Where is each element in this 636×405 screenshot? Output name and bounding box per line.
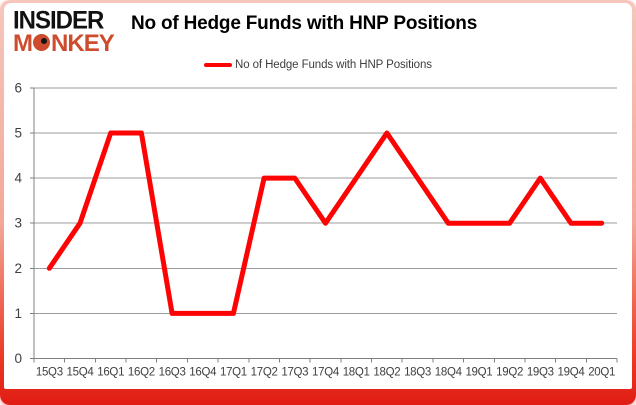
x-tick-label: 19Q4 bbox=[558, 367, 586, 379]
x-tick-label: 16Q3 bbox=[159, 367, 186, 379]
y-tick-label: 2 bbox=[14, 261, 22, 276]
y-gridlines bbox=[34, 87, 617, 359]
x-tick-label: 17Q3 bbox=[281, 367, 308, 379]
legend-line-swatch bbox=[204, 62, 232, 68]
x-tick-label: 19Q3 bbox=[527, 367, 554, 379]
chart-title: No of Hedge Funds with HNP Positions bbox=[131, 13, 478, 34]
x-tick-label: 18Q3 bbox=[404, 367, 431, 379]
x-tick-label: 20Q1 bbox=[588, 367, 615, 379]
x-tick-label: 18Q2 bbox=[373, 367, 400, 379]
x-tick-label: 18Q1 bbox=[343, 367, 370, 379]
insider-monkey-logo: INSIDER M NKEY bbox=[13, 6, 115, 57]
x-tick-label: 15Q4 bbox=[67, 367, 95, 379]
x-tick-labels: 15Q3 15Q4 16Q1 16Q2 16Q3 16Q4 17Q1 17Q2 17Q3 17Q4… bbox=[36, 367, 616, 379]
x-tick-label: 19Q2 bbox=[496, 367, 523, 379]
x-tick-label: 19Q1 bbox=[465, 367, 492, 379]
x-tick-label: 18Q4 bbox=[435, 367, 463, 379]
x-tick-label: 17Q4 bbox=[312, 367, 340, 379]
chart-card: INSIDER M NKEY No of Hedge Funds with HNP… bbox=[4, 3, 632, 389]
y-tick-label: 4 bbox=[14, 171, 22, 186]
logo-monkey: M NKEY bbox=[13, 30, 115, 57]
y-tick-label: 0 bbox=[14, 351, 22, 366]
y-tick-label: 6 bbox=[14, 80, 22, 95]
monkey-face-icon bbox=[33, 34, 50, 51]
x-tick-label: 17Q1 bbox=[220, 367, 247, 379]
x-tick-label: 15Q3 bbox=[36, 367, 63, 379]
legend-label: No of Hedge Funds with HNP Positions bbox=[235, 59, 432, 71]
x-axis-ticks bbox=[33, 358, 618, 363]
y-tick-labels: 0 1 2 3 4 5 6 bbox=[14, 80, 22, 366]
y-tick-label: 1 bbox=[14, 306, 22, 321]
x-tick-label: 16Q1 bbox=[97, 367, 124, 379]
y-tick-label: 3 bbox=[14, 216, 22, 231]
x-tick-label: 16Q2 bbox=[128, 367, 155, 379]
logo-insider: INSIDER bbox=[13, 6, 104, 35]
x-tick-label: 16Q4 bbox=[189, 367, 217, 379]
y-axis bbox=[30, 87, 35, 359]
x-tick-label: 17Q2 bbox=[251, 367, 278, 379]
series-line bbox=[46, 130, 605, 316]
y-tick-label: 5 bbox=[14, 126, 22, 141]
legend: No of Hedge Funds with HNP Positions bbox=[204, 56, 432, 74]
